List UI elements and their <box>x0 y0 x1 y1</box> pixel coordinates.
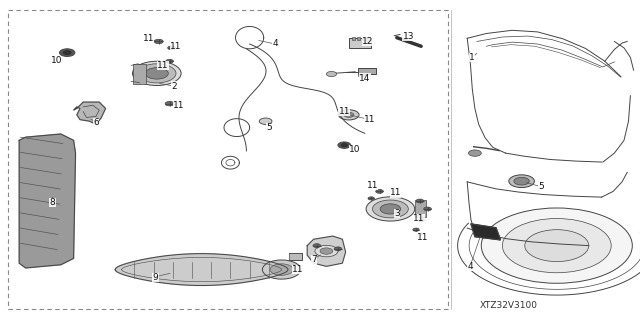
Circle shape <box>509 175 534 188</box>
Bar <box>358 74 367 76</box>
Circle shape <box>313 244 321 248</box>
Text: 12: 12 <box>362 37 374 46</box>
Text: 11: 11 <box>413 214 425 223</box>
Text: 8: 8 <box>50 198 55 207</box>
Circle shape <box>341 144 348 147</box>
Circle shape <box>166 59 173 63</box>
Circle shape <box>60 49 75 56</box>
Circle shape <box>145 68 168 79</box>
Circle shape <box>481 208 632 283</box>
Polygon shape <box>307 236 346 266</box>
Text: 11: 11 <box>292 265 303 274</box>
Text: 10: 10 <box>349 145 361 154</box>
Text: 4: 4 <box>468 262 473 271</box>
Circle shape <box>339 110 359 120</box>
Text: 9: 9 <box>153 273 158 282</box>
Circle shape <box>138 64 176 83</box>
Circle shape <box>132 61 181 85</box>
Circle shape <box>380 204 401 214</box>
Bar <box>289 253 302 260</box>
Circle shape <box>154 39 163 44</box>
Bar <box>415 200 426 217</box>
Text: 11: 11 <box>173 101 185 110</box>
Circle shape <box>368 197 374 200</box>
Text: XTZ32V3100: XTZ32V3100 <box>480 301 538 310</box>
Circle shape <box>468 150 481 156</box>
Text: 11: 11 <box>367 181 378 189</box>
Ellipse shape <box>477 229 493 235</box>
Text: 7: 7 <box>311 256 316 264</box>
Text: 14: 14 <box>359 74 371 83</box>
Text: 11: 11 <box>417 233 428 242</box>
Text: 6: 6 <box>93 118 99 127</box>
Circle shape <box>315 245 338 257</box>
Text: 13: 13 <box>403 32 414 41</box>
Text: 11: 11 <box>143 34 154 43</box>
Circle shape <box>525 230 589 262</box>
Text: 11: 11 <box>157 61 169 70</box>
Circle shape <box>413 228 419 231</box>
Circle shape <box>63 51 71 55</box>
Circle shape <box>416 199 424 203</box>
Polygon shape <box>19 134 76 268</box>
Text: 11: 11 <box>339 107 350 116</box>
Bar <box>8 10 448 309</box>
Text: 10: 10 <box>51 56 62 65</box>
Circle shape <box>270 264 293 275</box>
Bar <box>352 37 355 40</box>
Text: 5: 5 <box>266 123 271 132</box>
Circle shape <box>334 247 342 251</box>
Circle shape <box>372 200 408 218</box>
Circle shape <box>326 71 337 77</box>
Bar <box>133 64 146 84</box>
Text: 11: 11 <box>364 115 376 124</box>
Circle shape <box>165 101 174 106</box>
Circle shape <box>259 118 272 124</box>
Circle shape <box>338 142 351 148</box>
Circle shape <box>424 207 431 211</box>
Circle shape <box>320 248 333 254</box>
Text: 3: 3 <box>394 209 399 218</box>
Text: 1: 1 <box>470 53 475 62</box>
Polygon shape <box>471 224 500 240</box>
Polygon shape <box>74 102 106 124</box>
Text: 11: 11 <box>390 189 401 197</box>
Bar <box>357 37 360 40</box>
Circle shape <box>514 177 529 185</box>
Circle shape <box>502 219 611 273</box>
Text: 11: 11 <box>170 42 182 51</box>
Bar <box>366 37 369 40</box>
Circle shape <box>344 112 354 117</box>
Text: 2: 2 <box>172 82 177 91</box>
Text: 4: 4 <box>273 39 278 48</box>
Bar <box>358 68 376 74</box>
Circle shape <box>376 189 383 193</box>
Circle shape <box>418 219 424 222</box>
Circle shape <box>168 46 175 50</box>
Circle shape <box>366 197 415 221</box>
Text: 5: 5 <box>538 182 543 191</box>
Bar <box>349 38 371 48</box>
Bar <box>362 37 365 40</box>
Polygon shape <box>115 254 288 286</box>
Circle shape <box>262 260 301 279</box>
